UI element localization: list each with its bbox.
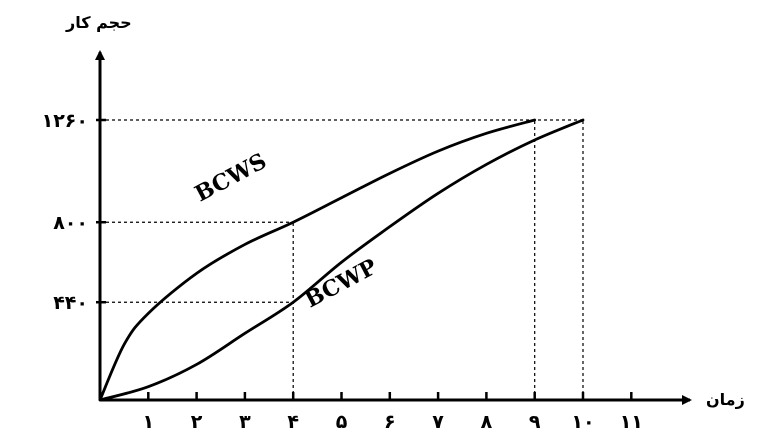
x-tick-label: ۷ <box>432 411 444 432</box>
y-tick-label: ۱۲۶۰ <box>42 110 88 132</box>
x-tick-label: ۸ <box>481 411 493 432</box>
y-ticks: ۴۴۰ ۸۰۰ ۱۲۶۰ <box>42 110 106 314</box>
series-line-bcwp <box>98 118 585 402</box>
x-ticks: ۱ ۲ ۳ ۴ ۵ ۶ ۷ ۸ ۹ ۱۰ ۱۱ <box>142 392 643 432</box>
y-tick-label: ۴۴۰ <box>53 292 88 314</box>
x-tick-label: ۶ <box>384 411 396 432</box>
series-lines <box>98 118 585 402</box>
x-tick-label: ۱۰ <box>571 411 594 432</box>
y-tick-label: ۸۰۰ <box>53 212 88 234</box>
x-tick-label: ۲ <box>191 411 203 432</box>
y-axis-title: حجم کار <box>65 13 132 32</box>
reference-lines <box>100 119 584 400</box>
x-tick-label: ۱۱ <box>620 411 643 432</box>
x-tick-label: ۹ <box>529 411 541 432</box>
series-line-bcws <box>98 118 537 402</box>
x-tick-label: ۱ <box>142 411 154 432</box>
series-label-bcws: BCWS <box>191 148 271 207</box>
x-tick-label: ۳ <box>239 411 251 432</box>
x-tick-label: ۵ <box>336 411 348 432</box>
x-tick-label: ۴ <box>287 411 299 432</box>
x-axis-title: زمان <box>706 390 745 409</box>
